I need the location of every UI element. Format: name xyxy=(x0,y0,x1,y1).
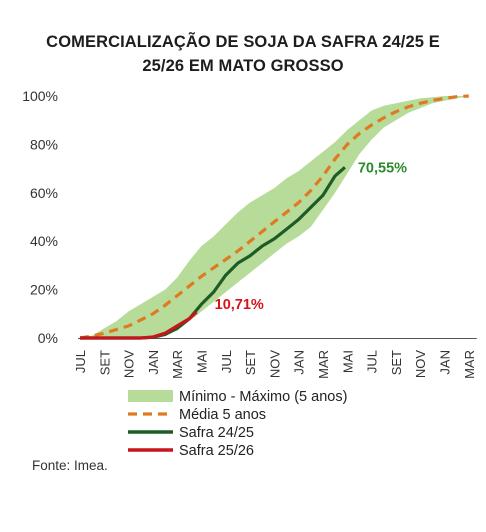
y-tick-label: 60% xyxy=(30,185,58,201)
chart-title-line-2: 25/26 EM MATO GROSSO xyxy=(142,57,344,75)
x-tick-label: MAI xyxy=(340,350,355,373)
x-tick-label: JUL xyxy=(365,350,380,373)
x-tick-label: SET xyxy=(243,350,258,375)
min-max-band xyxy=(80,96,469,338)
series-media-5-anos xyxy=(79,94,469,340)
chart-title: COMERCIALIZAÇÃO DE SOJA DA SAFRA 24/25 E… xyxy=(0,30,486,78)
x-tick-label: SET xyxy=(389,350,404,375)
legend-swatch-band xyxy=(128,390,173,402)
x-tick-label: NOV xyxy=(413,350,428,379)
y-tick-label: 100% xyxy=(22,88,58,104)
x-tick-label: NOV xyxy=(267,350,282,379)
x-tick-label: JAN xyxy=(438,350,453,375)
legend-min-max: Mínimo - Máximo (5 anos) xyxy=(179,389,347,405)
x-tick-label: JUL xyxy=(219,350,234,373)
x-tick-label: JAN xyxy=(292,350,307,375)
x-tick-label: JAN xyxy=(146,350,161,375)
x-tick-label: MAR xyxy=(316,350,331,379)
legend-media-5-anos: Média 5 anos xyxy=(179,407,266,423)
x-tick-label: NOV xyxy=(122,350,137,379)
x-tick-label: MAR xyxy=(462,350,477,379)
label-safra-25-26: 10,71% xyxy=(215,297,264,313)
y-tick-label: 20% xyxy=(30,282,58,298)
label-safra-24-25: 70,55% xyxy=(358,160,407,176)
legend-safra-24-25: Safra 24/25 xyxy=(179,425,254,441)
x-tick-label: MAI xyxy=(195,350,210,373)
source-note: Fonte: Imea. xyxy=(32,458,108,473)
x-tick-label: MAR xyxy=(170,350,185,379)
series-safra-25-26 xyxy=(80,310,198,340)
y-tick-label: 80% xyxy=(30,136,58,152)
y-tick-label: 40% xyxy=(30,233,58,249)
y-tick-label: 0% xyxy=(38,330,58,346)
x-tick-label: JUL xyxy=(73,350,88,373)
legend-safra-25-26: Safra 25/26 xyxy=(179,443,254,459)
chart-title-line-1: COMERCIALIZAÇÃO DE SOJA DA SAFRA 24/25 E xyxy=(46,33,440,51)
x-tick-label: SET xyxy=(97,350,112,375)
